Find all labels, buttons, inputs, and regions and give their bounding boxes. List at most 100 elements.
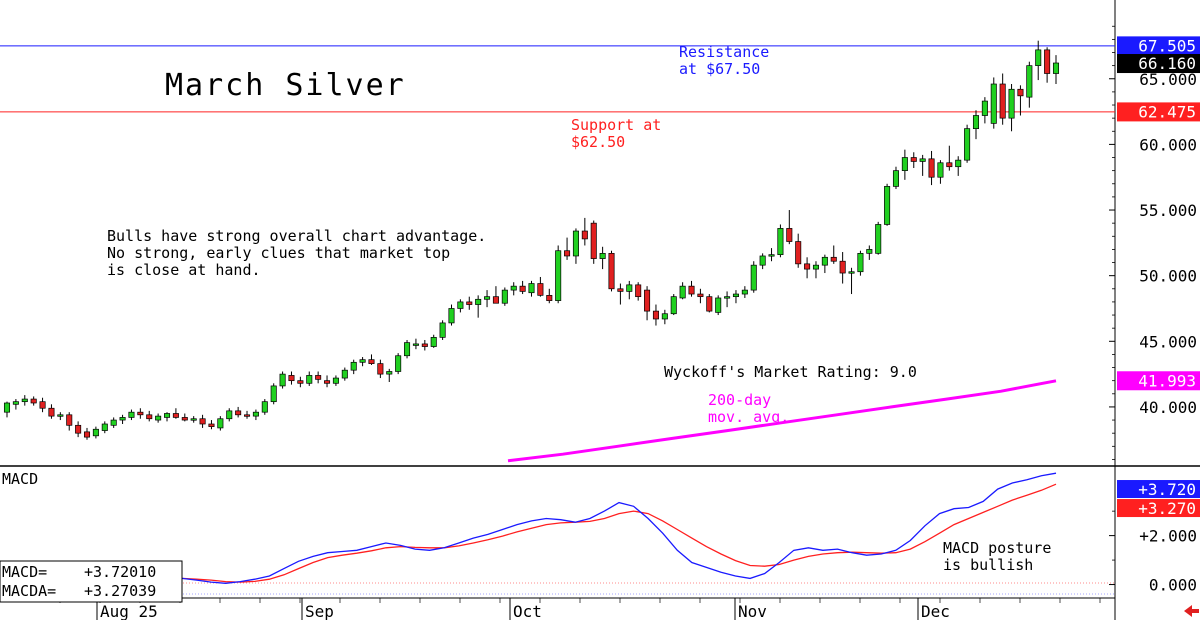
- candle: [12, 399, 19, 410]
- badge-resistance-bg: [1117, 36, 1200, 56]
- candle: [288, 371, 295, 385]
- candle: [155, 413, 162, 423]
- candle-body-up: [1035, 49, 1042, 66]
- candle-body-up: [955, 159, 962, 168]
- candle-body-up: [412, 343, 419, 346]
- candle: [768, 248, 775, 262]
- candle: [164, 412, 171, 422]
- price-tick-label: 60.000: [1139, 135, 1197, 154]
- candle: [412, 338, 419, 350]
- candle: [39, 397, 46, 413]
- candle-body-up: [92, 428, 99, 437]
- resistance-annotation: Resistance at $67.50: [679, 43, 778, 78]
- candle-body-up: [484, 296, 491, 300]
- candle-body-down: [564, 250, 571, 257]
- candle-body-down: [39, 401, 46, 409]
- candle: [457, 299, 464, 313]
- candle-body-up: [1052, 62, 1060, 74]
- candle: [679, 282, 686, 300]
- macd-tick-label: +2.000: [1139, 527, 1197, 546]
- candle-body-down: [324, 380, 331, 384]
- candle-body-down: [697, 293, 704, 298]
- candle-body-down: [644, 289, 651, 312]
- badge-macd-text: +3.720: [1138, 480, 1196, 499]
- candle: [999, 73, 1006, 125]
- candle-body-up: [510, 285, 517, 291]
- candle: [359, 357, 366, 367]
- macd-tick-label: 0.000: [1149, 576, 1197, 595]
- candle-body-up: [724, 296, 731, 299]
- price-tick-label: 65.000: [1139, 70, 1197, 89]
- candle: [66, 412, 73, 431]
- candle: [652, 304, 659, 326]
- candle: [395, 353, 402, 375]
- scroll-left-arrow-icon[interactable]: [1184, 605, 1199, 617]
- badge-last-price-text: 66.160: [1138, 54, 1196, 73]
- badge-support-bg: [1117, 102, 1200, 122]
- candle: [564, 237, 571, 260]
- candle-body-up: [1026, 65, 1033, 98]
- candle: [661, 309, 668, 325]
- candle: [252, 409, 259, 421]
- candle-body-down: [48, 407, 55, 417]
- candle: [937, 160, 944, 184]
- macda-legend-label: MACDA=: [2, 582, 56, 600]
- candle-body-down: [519, 285, 526, 292]
- candle-body-up: [457, 301, 464, 309]
- candle: [635, 282, 642, 301]
- candle-body-up: [119, 417, 126, 421]
- candle: [857, 250, 864, 276]
- candle: [3, 401, 11, 418]
- candle-body-down: [608, 252, 615, 290]
- x-tick-label: Oct: [513, 602, 542, 620]
- candle-body-up: [21, 398, 28, 403]
- candle: [484, 290, 491, 308]
- candle-body-down: [581, 230, 588, 240]
- candle: [892, 166, 899, 190]
- candle: [777, 224, 784, 258]
- candle: [235, 406, 242, 418]
- candle-body-up: [661, 313, 668, 320]
- candle-body-down: [66, 414, 73, 426]
- badge-last-price: 66.160: [1117, 54, 1200, 74]
- macd-axis-ticks: 0.000 +2.000: [1109, 510, 1197, 595]
- candle: [368, 354, 375, 365]
- x-tick-label: Nov: [738, 602, 767, 620]
- candle-body-up: [572, 230, 579, 257]
- candle: [812, 261, 819, 279]
- candle: [297, 376, 304, 388]
- candle-body-up: [501, 289, 508, 304]
- support-annotation: Support at $62.50: [571, 116, 670, 151]
- candle: [910, 152, 917, 169]
- candle-body-down: [377, 363, 384, 375]
- candle-body-down: [946, 162, 953, 168]
- candle: [492, 286, 499, 304]
- price-axis-ticks: 40.000 45.000 50.000 55.000 60.000 65.000: [1109, 25, 1197, 460]
- candle-body-up: [812, 264, 819, 270]
- candle-body-up: [732, 293, 739, 298]
- candle-body-up: [475, 298, 482, 305]
- candle-body-up: [750, 264, 757, 291]
- candle-body-up: [715, 297, 722, 313]
- candle: [306, 371, 313, 386]
- candle-body-down: [421, 343, 428, 347]
- macd-annotation: MACD posture is bullish: [943, 539, 1060, 574]
- candle-body-down: [590, 222, 597, 259]
- candle-body-down: [1017, 88, 1024, 97]
- badge-support: 62.475: [1117, 102, 1200, 122]
- candle-body-up: [395, 355, 402, 372]
- candle: [901, 149, 908, 180]
- candle-body-down: [910, 157, 917, 162]
- candle: [208, 420, 215, 430]
- candle: [572, 228, 579, 264]
- candle: [119, 414, 126, 424]
- candle: [386, 368, 393, 382]
- candle-body-up: [981, 100, 988, 116]
- candle: [377, 359, 384, 379]
- candle-body-up: [332, 377, 339, 384]
- badge-macda-bg: [1117, 499, 1200, 518]
- candle-body-down: [839, 260, 846, 274]
- candle-body-up: [110, 419, 117, 426]
- candle-body-up: [404, 342, 411, 357]
- candle-body-down: [706, 296, 713, 312]
